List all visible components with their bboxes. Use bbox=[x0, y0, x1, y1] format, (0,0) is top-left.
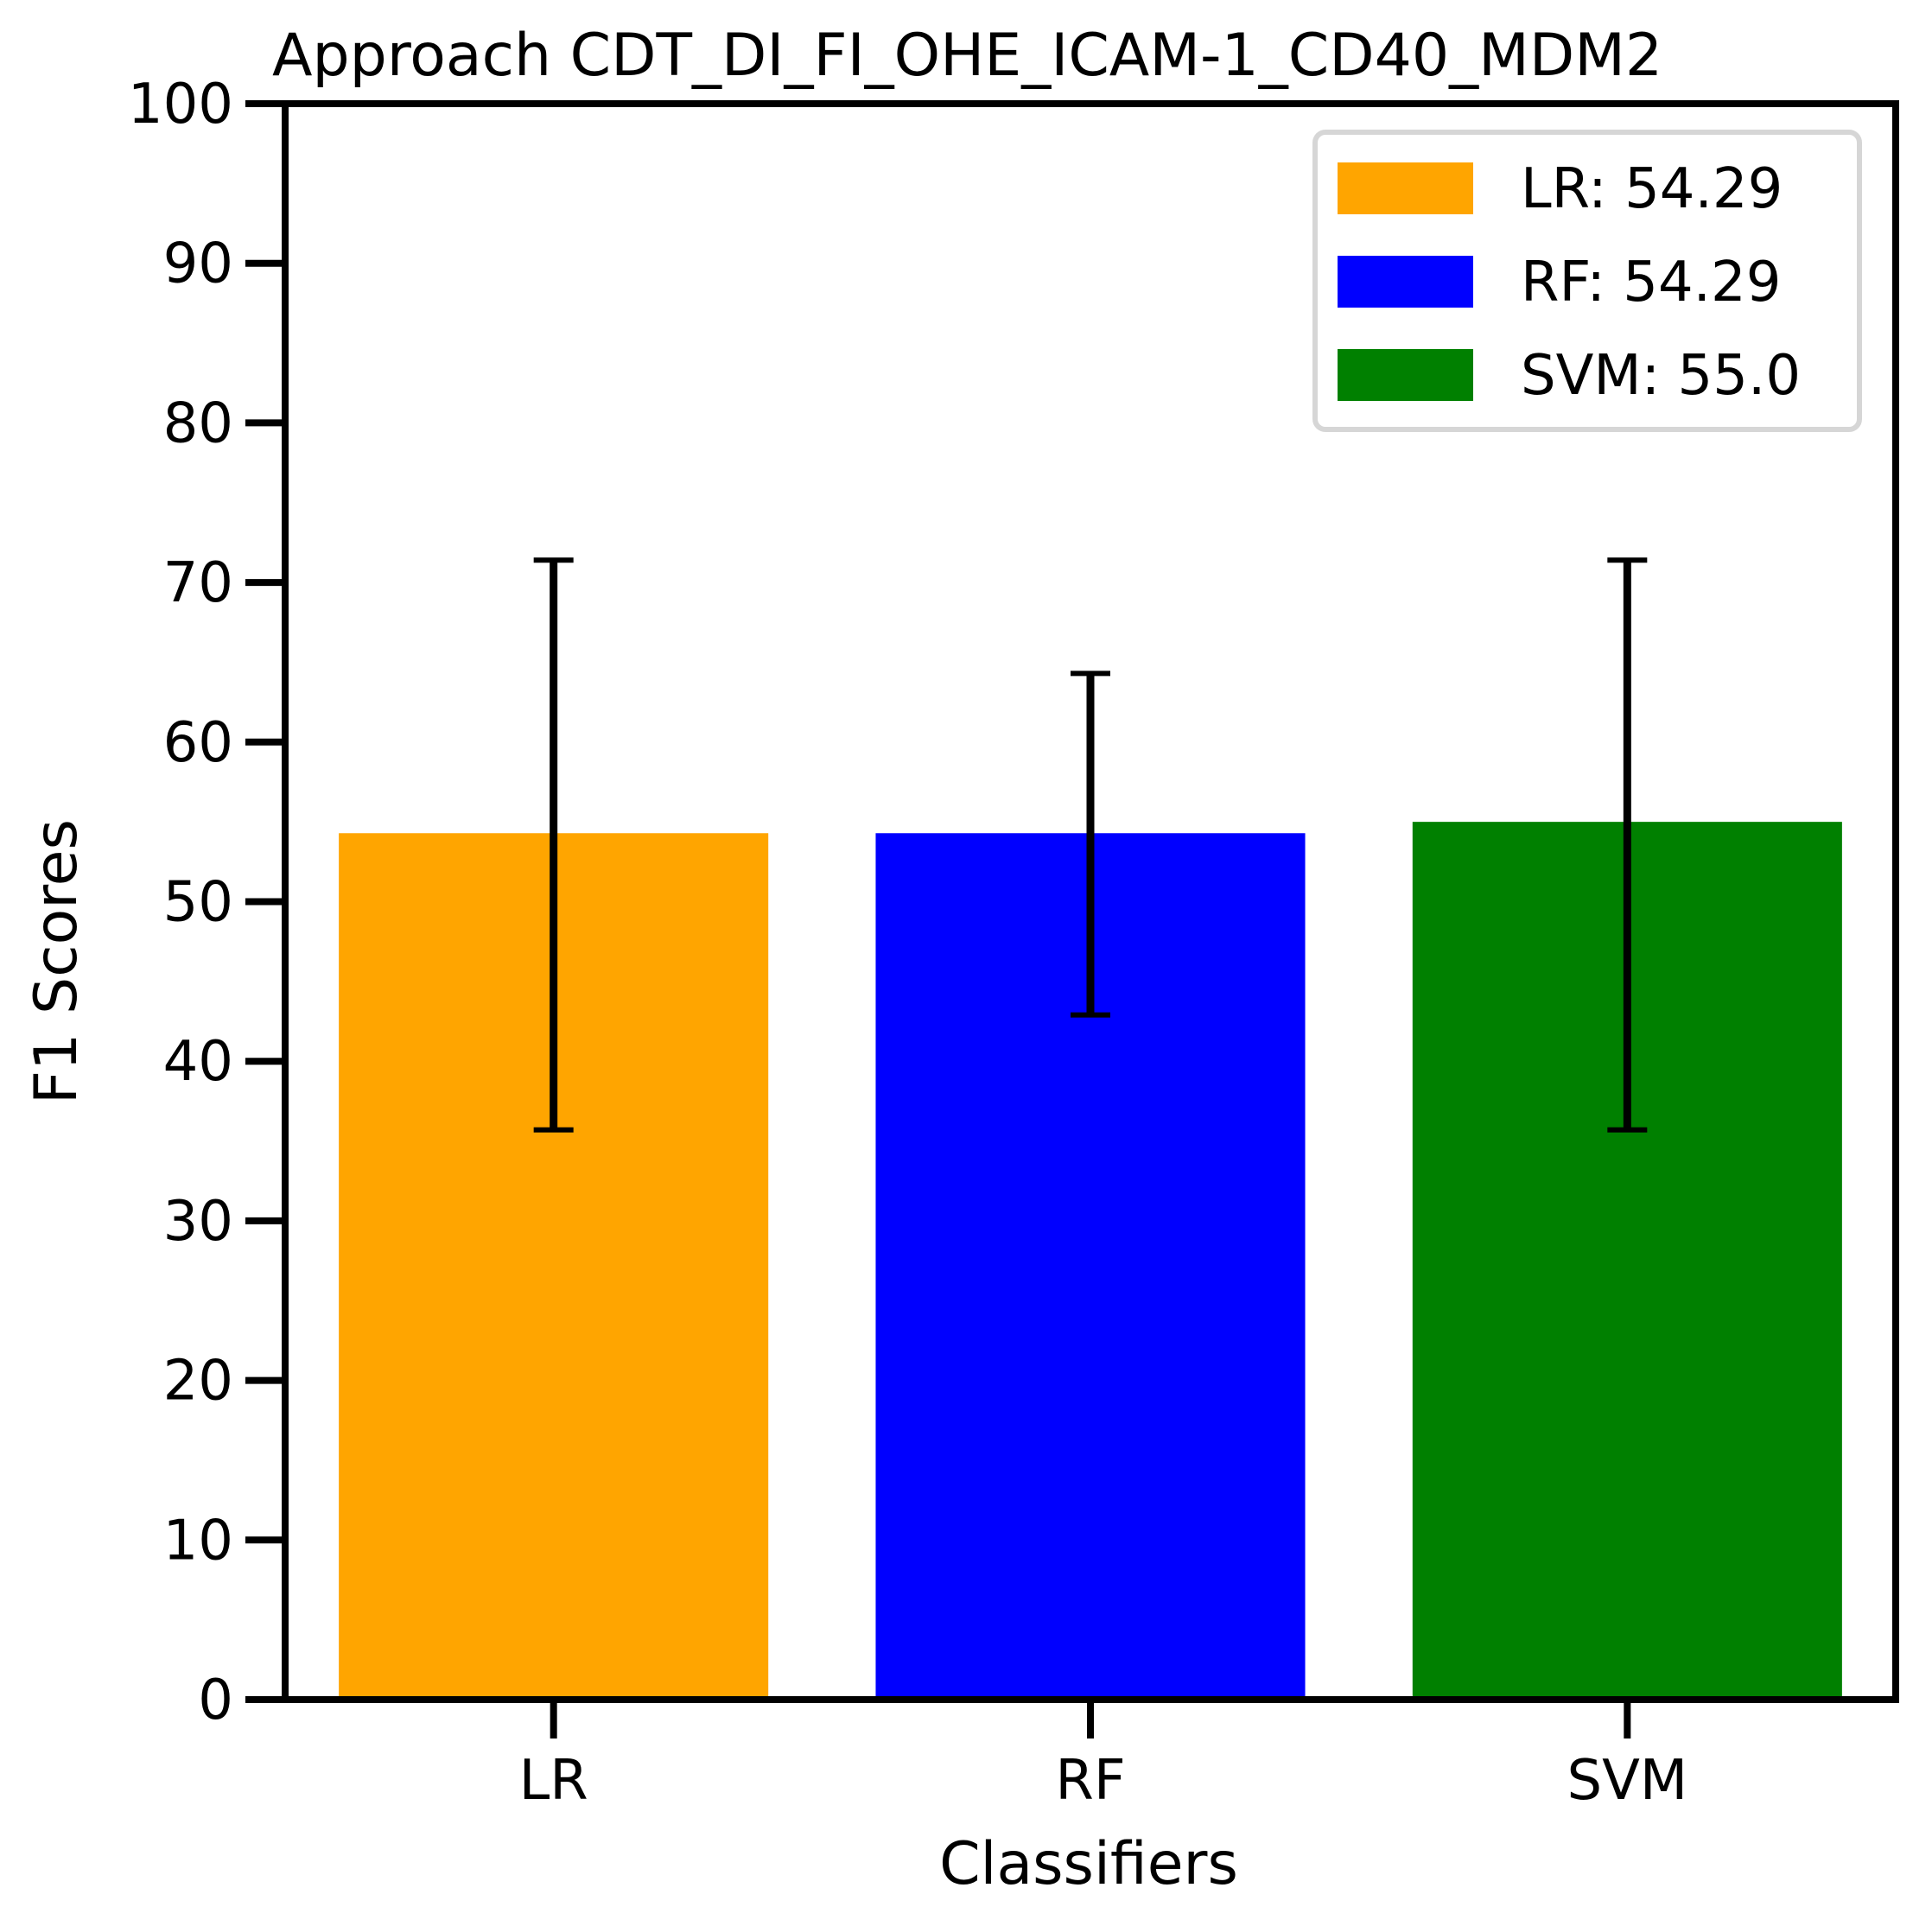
y-tick-label-70: 70 bbox=[163, 551, 233, 615]
y-tick-label-90: 90 bbox=[163, 232, 233, 296]
legend-swatch-svm bbox=[1338, 349, 1473, 401]
plot-frame bbox=[282, 100, 1899, 1703]
x-tick-label-lr: LR bbox=[519, 1749, 588, 1813]
x-tick-label-svm: SVM bbox=[1567, 1749, 1688, 1813]
legend: LR: 54.29 RF: 54.29 SVM: 55.0 bbox=[1312, 130, 1862, 432]
y-tick-label-60: 60 bbox=[163, 711, 233, 775]
y-tick-label-0: 0 bbox=[198, 1669, 233, 1732]
legend-swatch-rf bbox=[1338, 256, 1473, 308]
axes-layer: LR RF SVM 0 10 20 30 40 50 60 70 80 90 100 bbox=[128, 73, 1899, 1813]
error-bars-layer bbox=[533, 557, 1648, 1133]
y-tick-label-50: 50 bbox=[163, 871, 233, 935]
legend-label-rf: RF: 54.29 bbox=[1521, 251, 1781, 315]
y-tick-label-40: 40 bbox=[163, 1030, 233, 1094]
y-tick-label-100: 100 bbox=[128, 73, 233, 137]
legend-swatch-lr bbox=[1338, 162, 1473, 214]
y-tick-label-20: 20 bbox=[163, 1350, 233, 1414]
x-tick-label-rf: RF bbox=[1055, 1749, 1125, 1813]
legend-label-svm: SVM: 55.0 bbox=[1521, 344, 1801, 408]
x-axis-label: Classifiers bbox=[939, 1830, 1238, 1898]
chart-title: Approach CDT_DI_FI_OHE_ICAM-1_CD40_MDM2 bbox=[272, 22, 1662, 90]
y-axis-label: F1 Scores bbox=[22, 819, 91, 1104]
y-tick-label-80: 80 bbox=[163, 391, 233, 455]
legend-label-lr: LR: 54.29 bbox=[1521, 157, 1783, 221]
y-tick-label-10: 10 bbox=[163, 1509, 233, 1573]
y-tick-label-30: 30 bbox=[163, 1190, 233, 1254]
